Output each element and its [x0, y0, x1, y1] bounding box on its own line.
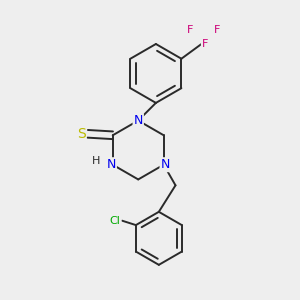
Text: H: H	[92, 156, 101, 166]
Text: F: F	[187, 25, 194, 35]
Text: S: S	[77, 127, 85, 141]
Text: F: F	[214, 25, 220, 35]
Text: N: N	[134, 114, 143, 127]
Text: F: F	[202, 39, 208, 49]
Text: Cl: Cl	[110, 216, 121, 226]
Text: N: N	[106, 158, 116, 171]
Text: N: N	[160, 158, 170, 171]
